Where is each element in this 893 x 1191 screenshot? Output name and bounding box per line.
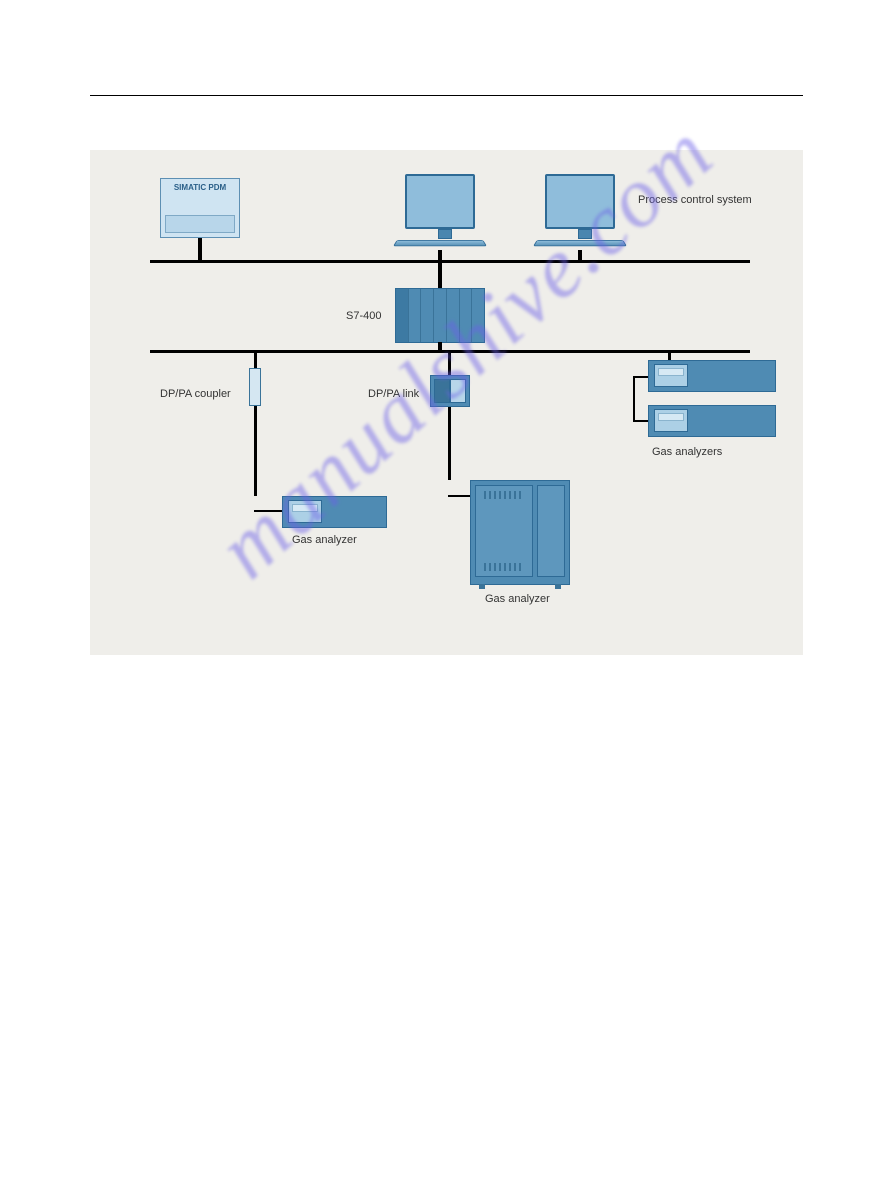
process-control-label: Process control system: [638, 194, 752, 206]
gas-analyzer-cabinet-label: Gas analyzer: [485, 593, 550, 605]
s7-drop-top: [438, 260, 442, 288]
operator-station-1: [405, 174, 485, 247]
s7-400-plc: [395, 288, 485, 343]
dp-pa-link-label: DP/PA link: [368, 388, 419, 400]
link-drop: [448, 350, 451, 480]
s7-drop-bottom: [438, 342, 442, 350]
gas-analyzer-rack-1: [648, 360, 776, 392]
gas-analyzers-label: Gas analyzers: [652, 446, 722, 458]
monitor2-drop: [578, 250, 582, 260]
gas-analyzer-label: Gas analyzer: [292, 534, 357, 546]
monitor1-drop: [438, 250, 442, 260]
dp-pa-link: [430, 375, 470, 407]
dp-pa-coupler: [249, 368, 261, 406]
right-hstub2: [633, 420, 648, 422]
coupler-hstub: [254, 510, 284, 512]
dp-pa-coupler-label: DP/PA coupler: [160, 388, 231, 400]
simatic-pdm-station: SIMATIC PDM: [160, 178, 240, 238]
simatic-pdm-inner: [165, 215, 235, 233]
s7-400-label: S7-400: [346, 310, 381, 322]
page-header-rule: [90, 95, 803, 96]
simatic-drop: [198, 238, 202, 260]
ethernet-bus-top: [150, 260, 750, 263]
gas-analyzer-single-rack: [282, 496, 387, 528]
right-link1: [633, 376, 635, 421]
link-hstub: [448, 495, 472, 497]
network-diagram-figure: SIMATIC PDM Process control system S7-40…: [90, 150, 803, 655]
operator-station-2: [545, 174, 625, 247]
simatic-pdm-label: SIMATIC PDM: [161, 183, 239, 192]
gas-analyzer-cabinet: [470, 480, 570, 585]
gas-analyzer-rack-2: [648, 405, 776, 437]
